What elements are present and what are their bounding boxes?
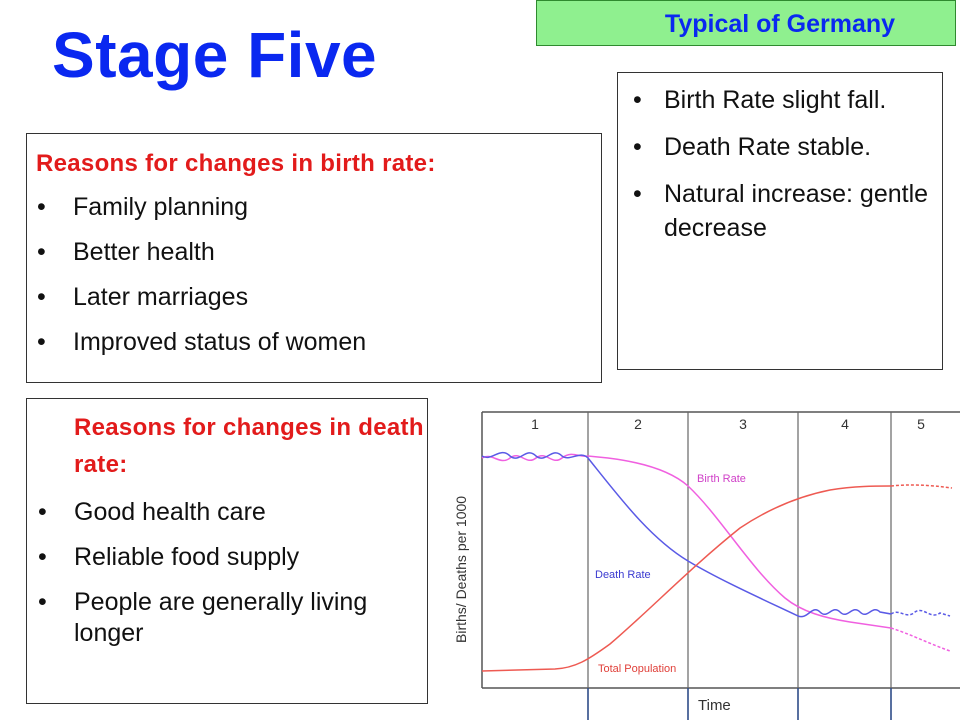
stage-label: 3 [739,416,747,432]
summary-item: Natural increase: gentle decrease [632,177,932,245]
dtm-diagram: 1 2 3 4 5 Births/ Deaths per 1000 Time B… [453,411,960,720]
birth-rate-line [481,453,892,629]
stage-label: 5 [917,416,925,432]
death-rate-line-projection [890,609,951,617]
birth-reason-item: Improved status of women [36,327,601,358]
birth-reason-item: Family planning [36,192,601,223]
death-rate-label: Death Rate [595,569,651,581]
stage-label: 2 [634,416,642,432]
death-rate-line [481,451,892,618]
death-reasons-heading: Reasons for changes in death rate: [74,414,424,478]
birth-reason-item: Later marriages [36,282,601,313]
page-title: Stage Five [52,19,378,91]
birth-reasons-heading: Reasons for changes in birth rate: [36,150,436,177]
x-axis-label: Time [698,697,731,714]
summary-item: Birth Rate slight fall. [632,83,932,117]
birth-rate-line-projection [890,627,951,652]
summary-box: Birth Rate slight fall. Death Rate stabl… [617,72,943,370]
stage-label: 4 [841,416,849,432]
death-reason-item: Good health care [37,497,427,528]
stage-label: 1 [531,416,539,432]
population-line [481,485,892,672]
country-tag: Typical of Germany [536,0,956,46]
death-reasons-box: Reasons for changes in death rate: Good … [26,398,428,704]
death-reason-item: Reliable food supply [37,542,427,573]
death-reason-item: People are generally living longer [37,587,427,649]
summary-item: Death Rate stable. [632,130,932,164]
y-axis-label: Births/ Deaths per 1000 [453,496,469,643]
population-line-projection [890,484,953,489]
birth-rate-label: Birth Rate [697,473,746,485]
birth-reasons-box: Reasons for changes in birth rate: Famil… [26,133,602,383]
population-label: Total Population [598,663,676,675]
birth-reason-item: Better health [36,237,601,268]
